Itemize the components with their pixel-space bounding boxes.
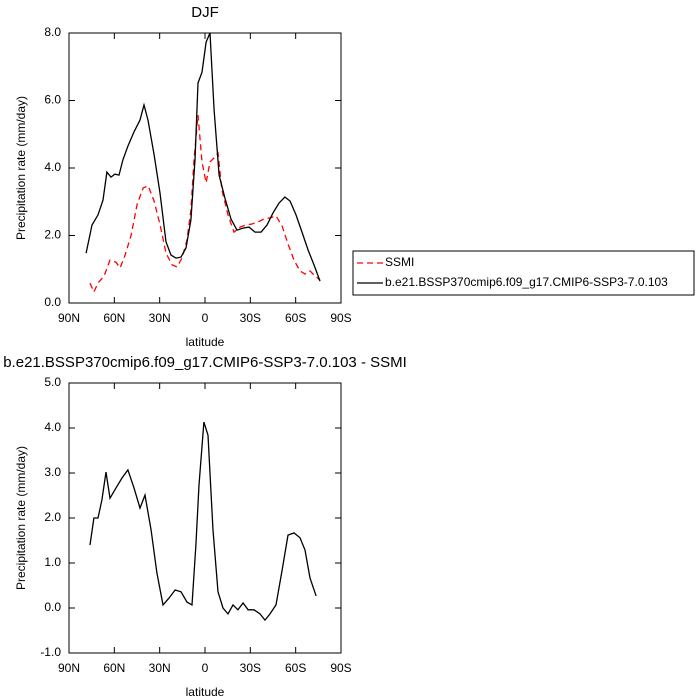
y-tick-label: 0.0 — [44, 600, 61, 614]
x-tick-label: 30S — [240, 311, 261, 325]
x-tick-label: 60S — [285, 661, 306, 675]
x-tick-label: 0 — [202, 661, 209, 675]
y-tick-label: 8.0 — [44, 25, 61, 39]
x-tick-label: 90S — [330, 661, 351, 675]
x-tick-label: 30N — [149, 661, 171, 675]
x-axis-label: latitude — [186, 335, 225, 349]
plot-frame — [68, 32, 342, 304]
x-tick-label: 60N — [103, 311, 125, 325]
legend-label: b.e21.BSSP370cmip6.f09_g17.CMIP6-SSP3-7.… — [385, 275, 668, 289]
plot-frame — [68, 382, 342, 654]
data-line — [85, 32, 321, 282]
x-tick-label: 0 — [202, 311, 209, 325]
y-tick-label: -1.0 — [40, 645, 61, 659]
y-tick-label: 2.0 — [44, 510, 61, 524]
x-tick-label: 90N — [58, 311, 80, 325]
y-tick-label: 5.0 — [44, 375, 61, 389]
legend-label: SSMI — [385, 255, 414, 269]
x-tick-label: 30N — [149, 311, 171, 325]
data-line — [89, 421, 317, 622]
data-line — [89, 114, 321, 294]
x-axis-label: latitude — [186, 685, 225, 699]
x-tick-label: 90N — [58, 661, 80, 675]
chart-title: b.e21.BSSP370cmip6.f09_g17.CMIP6-SSP3-7.… — [3, 354, 407, 371]
x-tick-label: 30S — [240, 661, 261, 675]
y-tick-label: 2.0 — [44, 228, 61, 242]
x-tick-label: 60S — [285, 311, 306, 325]
y-tick-label: 3.0 — [44, 465, 61, 479]
y-tick-label: 6.0 — [44, 93, 61, 107]
y-tick-label: 4.0 — [44, 420, 61, 434]
y-axis-label: Precipitation rate (mm/day) — [14, 446, 28, 590]
chart-title: DJF — [191, 4, 219, 21]
y-axis-label: Precipitation rate (mm/day) — [14, 96, 28, 240]
y-tick-label: 4.0 — [44, 160, 61, 174]
x-tick-label: 90S — [330, 311, 351, 325]
x-tick-label: 60N — [103, 661, 125, 675]
legend-box — [352, 250, 695, 296]
y-tick-label: 0.0 — [44, 295, 61, 309]
y-tick-label: 1.0 — [44, 555, 61, 569]
